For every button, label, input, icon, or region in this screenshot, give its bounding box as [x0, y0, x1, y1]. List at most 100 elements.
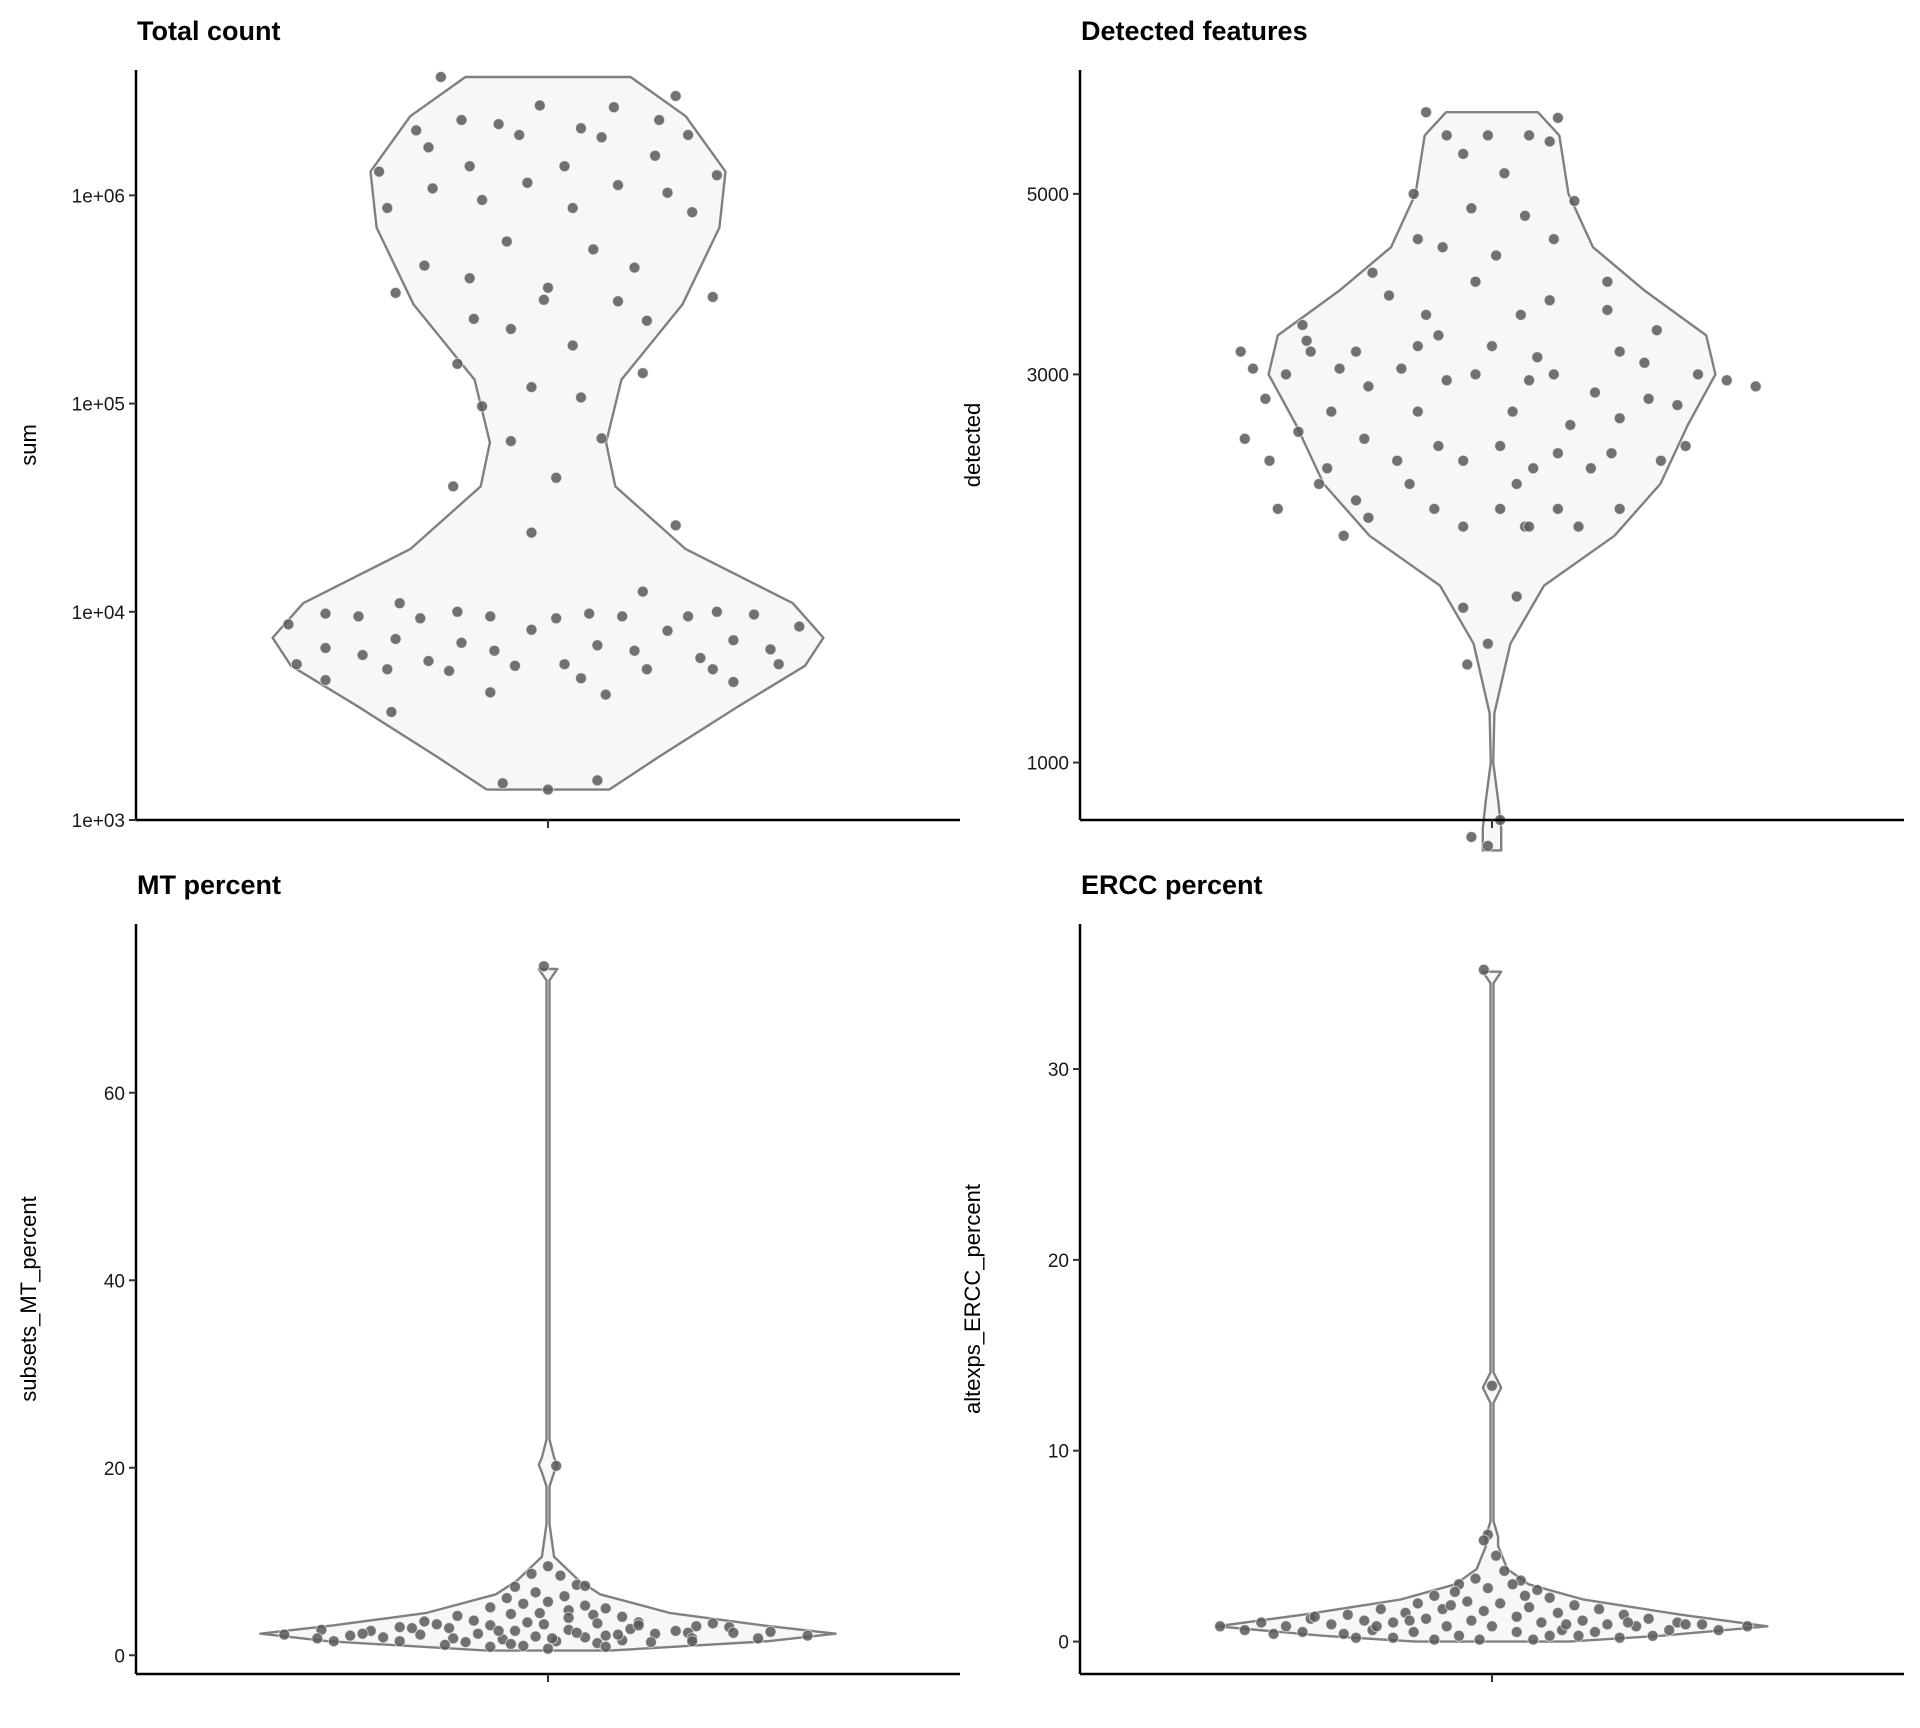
- data-point: [509, 1580, 521, 1593]
- data-point: [521, 1616, 534, 1629]
- data-point: [1654, 454, 1667, 467]
- data-point: [632, 1619, 645, 1632]
- data-point: [525, 1567, 538, 1580]
- data-point: [525, 623, 538, 636]
- data-point: [1650, 324, 1663, 337]
- data-point: [1325, 1618, 1338, 1631]
- data-point: [710, 169, 723, 182]
- data-point: [793, 620, 806, 633]
- data-point: [1490, 249, 1503, 262]
- y-tick-label: 1000: [1027, 754, 1069, 775]
- data-point: [1527, 1633, 1540, 1646]
- data-point: [1741, 1620, 1754, 1633]
- y-tick-label: 5000: [1027, 185, 1069, 206]
- data-point: [476, 400, 489, 413]
- data-point: [393, 1621, 406, 1634]
- panel-title: ERCC percent: [1081, 870, 1263, 900]
- data-point: [439, 1638, 451, 1651]
- data-point: [463, 272, 476, 285]
- data-point: [537, 293, 550, 306]
- data-point: [1374, 1603, 1387, 1616]
- data-point: [1568, 195, 1581, 207]
- data-point: [1403, 478, 1416, 490]
- data-point: [1296, 1626, 1309, 1638]
- data-point: [492, 1624, 505, 1637]
- data-point: [1362, 380, 1375, 393]
- data-point: [1601, 1618, 1614, 1631]
- data-point: [542, 783, 554, 796]
- data-point: [1407, 187, 1420, 200]
- data-point: [542, 1642, 554, 1655]
- y-tick-label: 0: [1058, 1633, 1069, 1654]
- data-point: [1531, 1584, 1544, 1596]
- data-point: [558, 160, 571, 173]
- data-point: [467, 1614, 480, 1627]
- data-point: [801, 1629, 814, 1642]
- data-point: [1551, 447, 1564, 460]
- panel-mt-percent: MT percent subsets_MT_percent 0 20 40 60: [16, 870, 960, 1682]
- data-point: [1535, 1616, 1548, 1629]
- y-tick-label: 1e+05: [72, 395, 125, 416]
- data-point: [542, 1560, 554, 1573]
- data-point: [488, 644, 501, 657]
- data-point: [1403, 1614, 1416, 1627]
- data-point: [1523, 129, 1536, 142]
- y-tick-label: 20: [1048, 1251, 1069, 1272]
- data-point: [1391, 454, 1404, 467]
- data-point: [1712, 1624, 1725, 1637]
- data-point: [669, 519, 682, 532]
- data-point: [472, 1627, 484, 1640]
- data-point: [525, 381, 538, 394]
- data-point: [389, 286, 402, 299]
- data-point: [550, 1459, 563, 1472]
- data-point: [418, 259, 431, 272]
- data-point: [1432, 329, 1445, 342]
- data-point: [686, 206, 699, 219]
- data-point: [1457, 601, 1470, 614]
- panel-detected-features: Detected features detected 1000 3000 5000: [960, 16, 1904, 852]
- data-point: [1238, 432, 1251, 445]
- data-point: [1692, 368, 1704, 381]
- data-point: [1547, 233, 1560, 246]
- data-point: [434, 71, 447, 83]
- y-tick-label: 1e+04: [72, 603, 126, 624]
- data-point: [772, 658, 785, 671]
- data-point: [595, 432, 608, 445]
- data-point: [327, 1635, 340, 1648]
- data-point: [1370, 1620, 1383, 1633]
- data-point: [1560, 1618, 1573, 1631]
- data-point: [1486, 1620, 1498, 1633]
- data-point: [1263, 454, 1276, 467]
- data-point: [1671, 399, 1684, 412]
- data-point: [509, 1624, 521, 1637]
- data-point: [1383, 289, 1395, 302]
- data-point: [537, 960, 550, 973]
- data-point: [1572, 1629, 1585, 1642]
- data-point: [669, 1624, 682, 1637]
- data-point: [1510, 590, 1523, 603]
- data-point: [344, 1629, 357, 1642]
- violin-shape: [259, 967, 837, 1652]
- y-tick-label: 0: [114, 1646, 125, 1667]
- data-point: [1749, 380, 1762, 393]
- data-point: [467, 312, 480, 325]
- data-point: [1395, 362, 1408, 375]
- data-point: [1642, 392, 1655, 405]
- data-point: [1589, 386, 1601, 399]
- data-point: [319, 607, 332, 620]
- data-point: [1465, 202, 1478, 215]
- data-point: [525, 526, 538, 539]
- data-point: [636, 585, 649, 598]
- data-point: [389, 633, 402, 645]
- data-point: [1469, 368, 1482, 381]
- data-point: [381, 663, 394, 676]
- data-point: [500, 235, 513, 248]
- data-point: [356, 1627, 369, 1640]
- violin-shape: [1267, 111, 1717, 852]
- data-point: [1280, 368, 1292, 381]
- data-point: [1453, 1629, 1465, 1642]
- data-point: [509, 659, 521, 672]
- data-point: [447, 1632, 460, 1645]
- data-point: [484, 610, 497, 623]
- data-point: [1601, 304, 1614, 316]
